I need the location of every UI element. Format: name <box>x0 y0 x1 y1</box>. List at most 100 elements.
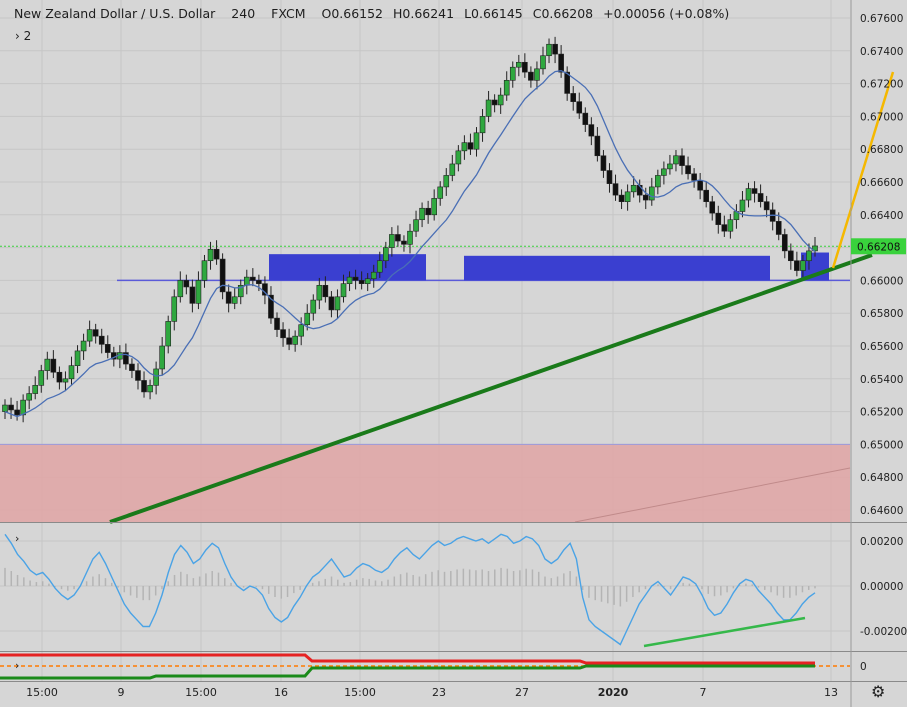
candle-body <box>26 393 32 401</box>
candle-body <box>334 296 341 311</box>
candle-body <box>648 186 655 201</box>
candle-body <box>310 299 317 314</box>
candle-body <box>443 175 450 188</box>
candle-body <box>685 165 691 175</box>
candle-body <box>582 112 589 125</box>
candle-body <box>322 285 329 298</box>
candle-body <box>2 404 8 412</box>
candle-body <box>431 198 437 216</box>
candle-body <box>370 271 377 280</box>
candle-body <box>618 194 625 202</box>
candle-body <box>38 370 45 386</box>
candle-body <box>316 285 323 301</box>
long-ma-line <box>574 467 851 523</box>
candle-body <box>207 248 214 262</box>
candle-body <box>491 99 498 106</box>
candle-body <box>516 61 522 68</box>
candle-body <box>455 150 462 165</box>
strip-red-line <box>0 653 815 665</box>
candle-body <box>86 329 93 342</box>
projection-line <box>831 71 895 269</box>
candle-body <box>757 193 764 202</box>
candle-body <box>32 385 39 394</box>
candle-body <box>661 168 667 176</box>
candle-body <box>80 340 87 352</box>
candle-body <box>745 188 752 201</box>
candle-body <box>485 99 492 117</box>
price-tick-label: 0.66400 <box>860 210 903 222</box>
candle-body <box>219 258 226 293</box>
candle-body <box>213 248 220 260</box>
candle-body <box>461 142 468 152</box>
price-tick-label: 0.65400 <box>860 374 903 386</box>
support-band <box>0 444 850 522</box>
candle-body <box>727 219 734 232</box>
candle-body <box>528 71 534 81</box>
strip-tick-label: 0 <box>860 661 867 673</box>
interval: 240 <box>231 6 256 21</box>
candle-body <box>389 234 395 248</box>
candle-body <box>280 329 286 339</box>
candle-body <box>497 94 504 106</box>
time-tick-label: 15:00 <box>26 686 58 699</box>
candle-body <box>129 363 135 371</box>
candle-body <box>250 276 256 281</box>
candle-body <box>739 199 746 212</box>
candle-body <box>135 370 141 381</box>
candle-body <box>691 173 697 181</box>
candle-body <box>576 101 583 114</box>
price-tick-label: 0.66600 <box>860 177 903 189</box>
candle-body <box>183 280 190 288</box>
ohlc-open: O0.66152 <box>321 6 384 21</box>
symbol-name: New Zealand Dollar / U.S. Dollar <box>14 6 216 21</box>
candle-body <box>44 358 51 371</box>
candle-body <box>642 194 649 201</box>
indicators-toggle[interactable]: › 2 <box>15 29 32 43</box>
candle-body <box>98 335 105 345</box>
zone-rect-left <box>269 254 426 281</box>
candle-body <box>352 276 359 281</box>
exchange: FXCM <box>271 6 306 21</box>
time-tick-label: 13 <box>824 686 838 699</box>
candle-body <box>20 399 26 416</box>
candle-body <box>781 234 788 252</box>
candle-body <box>751 188 758 194</box>
ohlc-close: C0.66208 <box>532 6 594 21</box>
strip-toggle[interactable]: › <box>15 659 20 672</box>
oscillator-toggle[interactable]: › <box>15 532 20 545</box>
strip-green-line <box>0 664 815 680</box>
moving-average-line <box>4 70 816 418</box>
candle-body <box>473 132 480 150</box>
candle-body <box>788 250 794 262</box>
candle-body <box>298 324 304 337</box>
time-tick-label: 2020 <box>598 686 629 699</box>
candle-body <box>201 260 208 281</box>
candle-body <box>358 280 365 284</box>
price-tick-label: 0.65600 <box>860 341 903 353</box>
price-tick-label: 0.67600 <box>860 13 903 25</box>
candle-body <box>286 337 292 345</box>
price-tick-label: 0.67400 <box>860 46 903 58</box>
candle-body <box>328 296 335 311</box>
time-tick-label: 9 <box>118 686 125 699</box>
candle-body <box>268 294 274 319</box>
candle-body <box>806 250 812 262</box>
time-tick-label: 23 <box>432 686 446 699</box>
candle-body <box>68 365 75 380</box>
last-price-tag <box>851 238 906 255</box>
candle-body <box>62 378 69 383</box>
gear-icon[interactable]: ⚙ <box>871 682 886 701</box>
candle-body <box>703 189 709 202</box>
candle-body <box>364 278 371 284</box>
time-tick-label: 15:00 <box>344 686 376 699</box>
candle-body <box>56 371 63 383</box>
time-tick-label: 16 <box>274 686 288 699</box>
candle-body <box>697 180 703 191</box>
osc-tick-label: 0.00200 <box>860 536 903 548</box>
candle-body <box>256 280 262 284</box>
candle-body <box>104 344 111 353</box>
candle-body <box>715 212 722 225</box>
candle-body <box>304 312 311 325</box>
